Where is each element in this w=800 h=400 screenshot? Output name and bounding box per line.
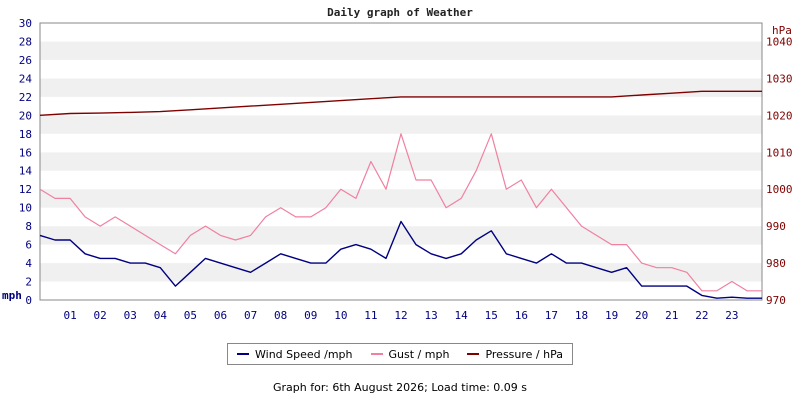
plot-border (39, 22, 763, 301)
grid-bands (39, 22, 763, 301)
y-left-tick-label: 4 (25, 257, 32, 270)
y-left-tick-label: 0 (25, 294, 32, 307)
x-tick-label: 02 (94, 309, 107, 322)
legend-item-gust: Gust / mph (370, 347, 450, 361)
y-right-tick-label: 1030 (766, 72, 793, 85)
series-lines (39, 90, 762, 299)
x-tick-label: 06 (214, 309, 227, 322)
x-tick-label: 05 (184, 309, 197, 322)
y-right-tick-label: 990 (766, 220, 786, 233)
grid-band (40, 281, 762, 300)
y-right-tick-label: 1010 (766, 146, 793, 159)
wind-speed-line (39, 220, 762, 299)
x-tick-label: 15 (485, 309, 498, 322)
grid-band (40, 133, 762, 153)
pressure-line (39, 90, 762, 116)
grid-band (40, 59, 762, 79)
x-tick-label: 22 (695, 309, 708, 322)
x-tick-label: 14 (455, 309, 469, 322)
legend-swatch-pressure (467, 353, 480, 355)
y-left-tick-label: 20 (19, 109, 32, 122)
grid-band (40, 207, 762, 227)
grid-band (40, 170, 762, 190)
y-left-tick-label: 6 (25, 239, 32, 252)
y-left-tick-label: 16 (19, 146, 32, 159)
grid-band (40, 152, 762, 171)
x-tick-label: 21 (665, 309, 678, 322)
legend-label-pressure: Pressure / hPa (485, 347, 563, 361)
x-ticks: 01 02 03 04 05 06 07 08 09 10 11 12 13 14 15 16 17 18 19 20… (63, 309, 738, 322)
legend: Wind Speed /mph Gust / mph Pressure / hP… (227, 343, 573, 365)
x-tick-label: 20 (635, 309, 648, 322)
y-right-tick-label: 1000 (766, 183, 793, 196)
legend-swatch-gust (370, 353, 383, 355)
x-tick-label: 07 (244, 309, 257, 322)
x-tick-label: 18 (575, 309, 588, 322)
x-tick-label: 16 (515, 309, 528, 322)
x-tick-label: 19 (605, 309, 618, 322)
y-left-tick-label: 10 (19, 202, 32, 215)
y-left-tick-label: 26 (19, 54, 32, 67)
grid-band (40, 115, 762, 134)
x-tick-label: 04 (154, 309, 168, 322)
legend-label-gust: Gust / mph (388, 347, 450, 361)
y-left-tick-label: 30 (19, 17, 32, 30)
grid-band (40, 96, 762, 116)
x-tick-label: 10 (334, 309, 347, 322)
y-right-tick-label: 980 (766, 257, 786, 270)
x-tick-label: 13 (424, 309, 437, 322)
footer-status: Graph for: 6th August 2026; Load time: 0… (273, 381, 527, 394)
grid-band (40, 189, 762, 208)
y-right-ticks: 970 980 990 1000 1010 1020 1030 1040 (766, 35, 793, 307)
x-tick-label: 12 (394, 309, 407, 322)
grid-band (40, 263, 762, 282)
y-left-tick-label: 8 (25, 220, 32, 233)
grid-band (40, 244, 762, 264)
y-left-tick-label: 14 (19, 165, 33, 178)
y-right-tick-label: 970 (766, 294, 786, 307)
y-right-unit-label: hPa (772, 24, 792, 37)
grid-band (40, 41, 762, 60)
y-left-tick-label: 12 (19, 183, 32, 196)
y-right-tick-label: 1040 (766, 35, 793, 48)
grid-band (40, 23, 762, 42)
x-tick-label: 17 (545, 309, 558, 322)
y-left-tick-label: 18 (19, 128, 32, 141)
x-tick-label: 11 (364, 309, 377, 322)
x-tick-label: 08 (274, 309, 287, 322)
x-tick-label: 09 (304, 309, 317, 322)
y-left-tick-label: 28 (19, 35, 32, 48)
x-tick-label: 23 (725, 309, 738, 322)
x-tick-label: 03 (124, 309, 137, 322)
gust-line (39, 133, 762, 292)
y-left-tick-label: 2 (25, 276, 32, 289)
legend-item-wind: Wind Speed /mph (237, 348, 353, 361)
legend-swatch-wind (237, 353, 249, 355)
legend-item-pressure: Pressure / hPa (467, 348, 563, 361)
y-right-tick-label: 1020 (766, 109, 793, 122)
chart-title: Daily graph of Weather (327, 6, 473, 19)
legend-label-wind: Wind Speed /mph (255, 347, 353, 361)
grid-band (40, 226, 762, 245)
y-left-tick-label: 22 (19, 91, 32, 104)
y-left-tick-label: 24 (19, 72, 33, 85)
y-left-unit-label: mph (2, 289, 22, 302)
x-tick-label: 01 (63, 309, 76, 322)
grid-band (40, 78, 762, 97)
